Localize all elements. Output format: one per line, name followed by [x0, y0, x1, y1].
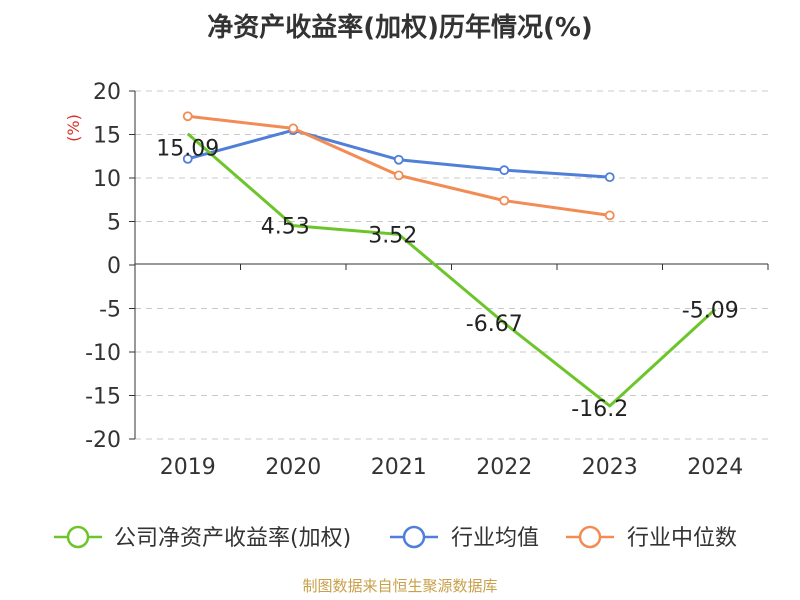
data-source-note: 制图数据来自恒生聚源数据库	[302, 577, 497, 595]
legend-label-company-roe: 公司净资产收益率(加权)	[114, 526, 351, 551]
y-tick-label: 15	[93, 124, 121, 149]
legend-marker-industry-median	[578, 525, 602, 549]
data-point-industry-median	[393, 170, 404, 181]
x-tick-label: 2021	[371, 455, 427, 480]
x-tick-label: 2023	[582, 455, 638, 480]
y-axis-ticks: 20 15 10 5 0 -5 -10 -15 -20	[85, 80, 135, 453]
data-point-industry-average	[604, 172, 615, 183]
data-label: 15.09	[156, 137, 219, 162]
data-label: 4.53	[261, 215, 310, 240]
series-layer	[182, 111, 717, 408]
data-labels: 15.09 4.53 3.52 -6.67 -16.2 -5.09	[156, 137, 738, 422]
data-point-industry-median	[604, 210, 615, 221]
data-point-industry-average	[393, 154, 404, 165]
y-tick-label: -20	[85, 428, 121, 453]
legend-marker-company-roe	[66, 525, 90, 549]
y-tick-label: -15	[85, 385, 121, 410]
y-tick-label: 10	[93, 167, 121, 192]
legend[interactable]: 公司净资产收益率(加权) 行业均值 行业中位数	[54, 525, 737, 551]
data-point-industry-average	[499, 165, 510, 176]
series-line-industry-median	[187, 114, 610, 217]
data-point-industry-average	[182, 153, 193, 164]
data-point-industry-median	[499, 195, 510, 206]
data-label: 3.52	[368, 223, 417, 248]
data-point-industry-median	[182, 111, 193, 122]
y-tick-label: -10	[85, 341, 121, 366]
chart-title: 净资产收益率(加权)历年情况(%)	[207, 12, 593, 43]
series-line-company-roe	[186, 132, 717, 408]
x-axis-ticks: 2019 2020 2021 2022 2023 2024	[134, 264, 769, 480]
data-label: -5.09	[682, 298, 739, 323]
y-tick-label: 20	[93, 80, 121, 105]
x-tick-label: 2020	[265, 455, 321, 480]
x-tick-label: 2024	[687, 455, 743, 480]
series-line-industry-average	[187, 128, 610, 179]
y-tick-label: 5	[107, 211, 121, 236]
x-tick-label: 2022	[476, 455, 532, 480]
y-tick-label: 0	[107, 254, 121, 279]
legend-label-industry-average: 行业均值	[451, 526, 539, 551]
data-label: -16.2	[571, 397, 628, 422]
legend-label-industry-median: 行业中位数	[627, 526, 737, 551]
data-label: -6.67	[466, 312, 523, 337]
data-point-industry-median	[288, 123, 299, 134]
y-axis-unit-label: (%)	[64, 114, 83, 142]
y-tick-label: -5	[99, 298, 121, 323]
x-tick-label: 2019	[160, 455, 216, 480]
legend-marker-industry-average	[402, 525, 426, 549]
